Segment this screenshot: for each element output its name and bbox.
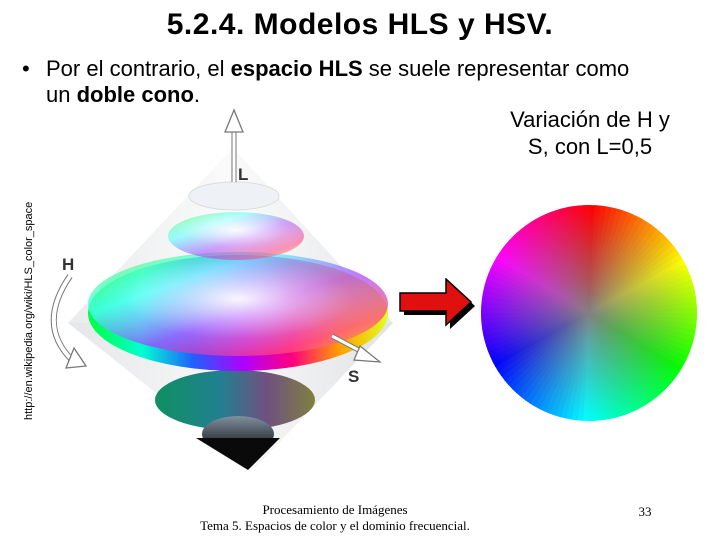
- bullet-line-1: • Por el contrario, el espacio HLS se sue…: [22, 56, 712, 82]
- cone-apex-black: [196, 438, 280, 470]
- hue-wheel: [481, 205, 697, 421]
- label-s: S: [348, 367, 359, 386]
- slide-title: 5.2.4. Modelos HLS y HSV.: [166, 8, 554, 41]
- footer: Procesamiento de Imágenes Tema 5. Espaci…: [160, 502, 510, 534]
- label-l: L: [238, 165, 248, 184]
- wheel-caption: Variación de H y S, con L=0,5: [510, 107, 670, 159]
- bullet-bold-hls: espacio HLS: [230, 56, 363, 81]
- s-arrow-head: [353, 344, 383, 363]
- red-arrow-icon: [399, 278, 475, 329]
- bullet-line-2: un doble cono.: [22, 82, 712, 108]
- bullet-text: • Por el contrario, el espacio HLS se sue…: [22, 56, 712, 108]
- bullet-marker: •: [22, 56, 30, 81]
- bullet-line2-start: un: [46, 82, 77, 107]
- l-axis-arrowhead: [224, 108, 244, 133]
- h-arrow-head: [64, 346, 88, 369]
- white-disk: [188, 181, 280, 211]
- bullet-part2: se suele representar como: [362, 56, 630, 81]
- light-disk-highlight: [168, 210, 304, 254]
- bullet-bold-cone: doble cono: [76, 82, 194, 107]
- bullet-line2-end: .: [193, 82, 201, 107]
- bullet-part1: Por el contrario, el: [46, 56, 231, 81]
- hue-wheel-svg: [481, 205, 697, 421]
- hue-wheel-center: [481, 205, 697, 421]
- h-arrow-curve-inner: [51, 274, 74, 362]
- footer-line-1: Procesamiento de Imágenes: [262, 502, 408, 517]
- hue-disk-highlight: [88, 252, 388, 356]
- hls-double-cone-figure: L H S: [50, 108, 393, 470]
- label-h: H: [62, 255, 74, 274]
- red-arrow-shape: [399, 278, 473, 327]
- lower-ring-mid: [155, 370, 315, 430]
- page-number: 33: [638, 504, 652, 519]
- footer-line-2: Tema 5. Espacios de color y el dominio f…: [200, 518, 470, 533]
- source-url: http://en.wikipedia.org/wiki/HLS_color_s…: [23, 201, 35, 420]
